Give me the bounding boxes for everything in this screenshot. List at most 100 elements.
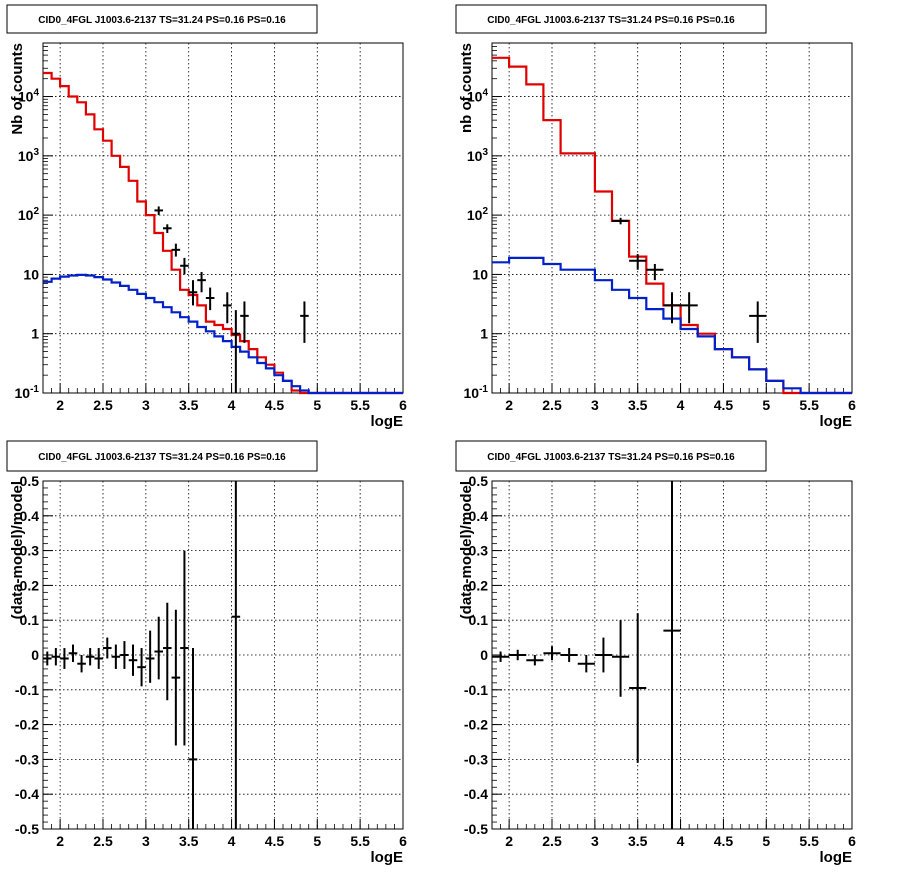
- data-point: [492, 651, 510, 662]
- y-tick-label: 0.1: [20, 612, 40, 628]
- y-tick-label: 0.2: [469, 577, 489, 593]
- data-point: [223, 292, 232, 324]
- data-point: [543, 646, 561, 661]
- title-box: [455, 440, 767, 472]
- chart-title: CID0_4FGL J1003.6-2137 TS=31.24 PS=0.16 …: [487, 15, 735, 26]
- x-tick-label: 5.5: [350, 397, 370, 413]
- data-point: [51, 648, 61, 666]
- x-tick-label: 4.5: [265, 397, 285, 413]
- x-axis-label: logE: [371, 849, 404, 866]
- data-point: [509, 649, 527, 661]
- x-tick-label: 2.5: [542, 833, 562, 849]
- y-tick-label: -0.5: [15, 821, 39, 837]
- data-point: [231, 310, 241, 393]
- y-tick-label: 102: [18, 206, 40, 223]
- title-box: [6, 440, 318, 472]
- y-tick-label: 0: [31, 647, 39, 663]
- y-tick-label: 0: [480, 647, 488, 663]
- x-tick-label: 5.5: [350, 833, 370, 849]
- y-axis-label: Nb of counts: [9, 43, 26, 135]
- chart-panel-4: CID0_4FGL J1003.6-2137 TS=31.24 PS=0.16 …: [455, 440, 856, 866]
- y-tick-label: 1: [31, 326, 39, 342]
- data-point: [171, 609, 181, 746]
- data-point: [68, 644, 78, 662]
- y-tick-label: 104: [467, 88, 489, 105]
- x-tick-label: 2.5: [93, 833, 113, 849]
- data-point: [629, 613, 647, 763]
- y-tick-label: -0.4: [15, 786, 39, 802]
- data-point: [128, 644, 138, 676]
- data-point: [77, 655, 86, 673]
- x-tick-label: 5: [313, 833, 321, 849]
- x-tick-label: 5.5: [799, 397, 819, 413]
- x-axis-label: logE: [820, 849, 853, 866]
- y-tick-label: -0.1: [15, 682, 39, 698]
- data-point: [663, 292, 681, 324]
- x-tick-label: 4: [228, 833, 236, 849]
- title-box: [455, 4, 767, 34]
- series-model-histogram: [492, 56, 852, 395]
- y-tick-label: 0.4: [469, 508, 489, 524]
- y-tick-label: -0.5: [464, 821, 488, 837]
- x-tick-label: 3.5: [628, 397, 648, 413]
- chart-panel-3: CID0_4FGL J1003.6-2137 TS=31.24 PS=0.16 …: [6, 440, 407, 866]
- y-tick-label: 0.5: [20, 473, 40, 489]
- y-tick-label: 103: [467, 147, 489, 164]
- y-tick-label: 1: [480, 326, 488, 342]
- y-tick-label: -0.2: [15, 717, 39, 733]
- data-point: [111, 644, 121, 669]
- y-tick-label: -0.1: [464, 682, 488, 698]
- data-point: [188, 648, 198, 829]
- data-point: [154, 206, 163, 216]
- x-tick-label: 3: [591, 833, 599, 849]
- chart-panel-2: CID0_4FGL J1003.6-2137 TS=31.24 PS=0.16 …: [455, 4, 856, 430]
- data-point: [231, 481, 241, 829]
- y-tick-label: 103: [18, 147, 40, 164]
- x-tick-label: 3.5: [179, 397, 199, 413]
- data-point: [94, 648, 103, 669]
- x-tick-label: 5: [762, 833, 770, 849]
- x-tick-label: 2: [56, 833, 64, 849]
- x-tick-label: 6: [848, 833, 856, 849]
- y-tick-label: -0.3: [15, 751, 39, 767]
- x-tick-label: 3: [142, 833, 150, 849]
- chart-panel-1: CID0_4FGL J1003.6-2137 TS=31.24 PS=0.16 …: [6, 4, 407, 430]
- x-tick-label: 3.5: [179, 833, 199, 849]
- title-box: [6, 4, 318, 34]
- y-tick-label: 10-1: [15, 384, 40, 401]
- x-tick-label: 6: [399, 833, 407, 849]
- y-tick-label: 0.3: [20, 543, 40, 559]
- series-background-histogram: [492, 256, 852, 395]
- x-tick-label: 4: [228, 397, 236, 413]
- data-point: [240, 301, 249, 343]
- y-tick-label: -0.4: [464, 786, 488, 802]
- y-tick-label: 10: [472, 266, 488, 282]
- data-point: [60, 648, 69, 669]
- y-tick-label: 0.4: [20, 508, 40, 524]
- x-tick-label: 2: [505, 833, 513, 849]
- x-tick-label: 4.5: [265, 833, 285, 849]
- x-tick-label: 4.5: [714, 397, 734, 413]
- data-point: [154, 616, 163, 680]
- x-tick-label: 5: [313, 397, 321, 413]
- data-point: [171, 243, 181, 257]
- data-point: [163, 602, 172, 701]
- y-tick-label: 0.5: [469, 473, 489, 489]
- x-tick-label: 3: [142, 397, 150, 413]
- data-point: [103, 637, 112, 659]
- y-tick-label: 0.2: [20, 577, 40, 593]
- data-point: [137, 648, 146, 687]
- data-point: [145, 630, 155, 683]
- x-tick-label: 2: [505, 397, 513, 413]
- x-tick-label: 2.5: [542, 397, 562, 413]
- data-point: [120, 641, 129, 669]
- x-tick-label: 3: [591, 397, 599, 413]
- y-tick-label: -0.3: [464, 751, 488, 767]
- data-point: [85, 648, 95, 666]
- data-point: [180, 550, 189, 746]
- plot-frame: [491, 42, 853, 394]
- x-tick-label: 2: [56, 397, 64, 413]
- data-point: [577, 655, 595, 673]
